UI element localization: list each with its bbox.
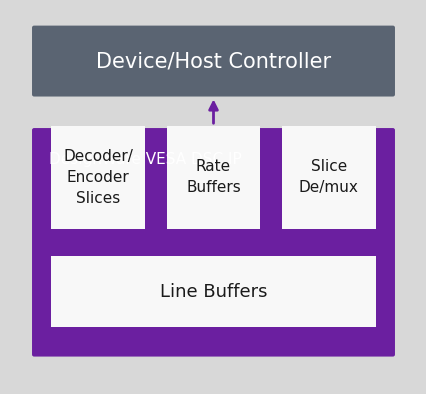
- Text: Device/Host Controller: Device/Host Controller: [96, 51, 330, 71]
- Text: Rate
Buffers: Rate Buffers: [186, 159, 240, 195]
- FancyBboxPatch shape: [32, 128, 394, 357]
- FancyBboxPatch shape: [32, 26, 394, 97]
- Text: Line Buffers: Line Buffers: [159, 282, 267, 301]
- FancyBboxPatch shape: [281, 126, 375, 229]
- Text: DesignWare VESA DSC IP: DesignWare VESA DSC IP: [49, 152, 241, 167]
- FancyBboxPatch shape: [166, 126, 260, 229]
- FancyBboxPatch shape: [51, 126, 145, 229]
- FancyBboxPatch shape: [51, 256, 375, 327]
- Text: Decoder/
Encoder
Slices: Decoder/ Encoder Slices: [63, 149, 133, 206]
- Text: Slice
De/mux: Slice De/mux: [298, 159, 358, 195]
